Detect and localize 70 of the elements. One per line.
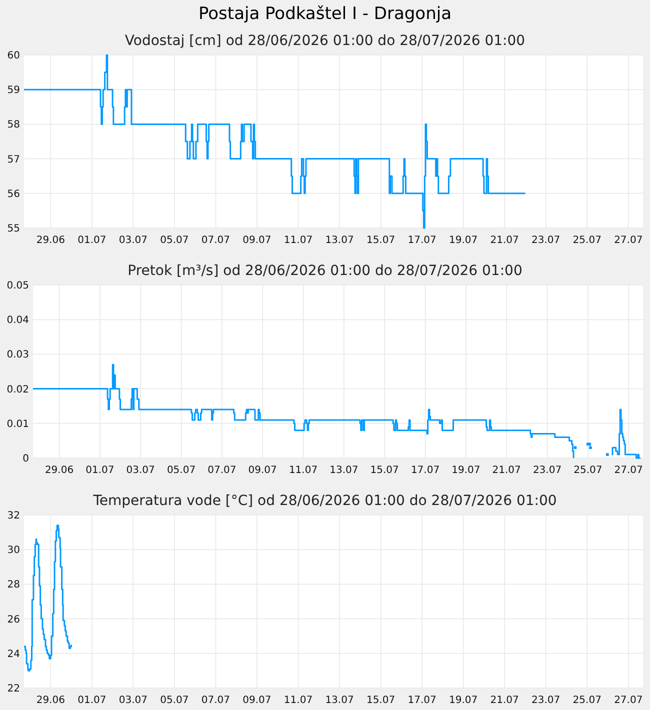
x-tick-label: 21.07: [490, 695, 519, 706]
point: [606, 453, 609, 456]
x-tick-label: 07.07: [201, 695, 230, 706]
y-tick-label: 0: [22, 454, 29, 464]
y-tick-label: 0.02: [6, 384, 29, 396]
x-tick-label: 21.07: [492, 465, 521, 476]
x-tick-label: 19.07: [449, 235, 478, 246]
x-tick-label: 05.07: [160, 695, 189, 706]
x-tick-label: 27.07: [614, 235, 643, 246]
y-tick-label: 30: [7, 545, 20, 556]
x-tick-label: 11.07: [288, 465, 318, 476]
y-tick-label: 24: [7, 648, 20, 660]
chart-title: Postaja Podkaštel I - Dragonja: [198, 4, 452, 24]
x-tick-label: 01.07: [78, 695, 106, 706]
x-tick-label: 19.07: [449, 695, 478, 706]
x-tick-label: 09.07: [248, 465, 277, 476]
y-tick-label: 55: [7, 224, 20, 234]
x-tick-label: 13.07: [325, 235, 354, 246]
x-tick-label: 17.07: [408, 235, 436, 246]
x-tick-label: 25.07: [574, 465, 602, 476]
x-tick-label: 23.07: [532, 695, 560, 706]
x-tick-label: 23.07: [532, 235, 560, 246]
x-tick-label: 29.06: [36, 235, 65, 246]
x-tick-label: 11.07: [284, 695, 313, 706]
x-tick-label: 19.07: [452, 465, 480, 476]
y-tick-label: 60: [7, 50, 20, 62]
x-tick-label: 29.06: [44, 465, 74, 476]
y-tick-label: 0.04: [6, 315, 29, 326]
x-tick-label: 09.07: [242, 695, 272, 706]
x-tick-label: 09.07: [242, 235, 272, 246]
chart-title: Pretok [m³/s] od 28/06/2026 01:00 do 28/07/2026 01:00: [128, 263, 522, 279]
y-tick-label: 0.01: [6, 418, 29, 430]
y-tick-label: 0.05: [6, 280, 29, 292]
y-tick-label: 22: [7, 684, 20, 694]
x-tick-label: 07.07: [201, 235, 230, 246]
x-tick-label: 05.07: [160, 235, 189, 246]
x-tick-label: 15.07: [366, 235, 396, 246]
y-tick-label: 57: [7, 154, 20, 166]
x-tick-label: 11.07: [284, 235, 313, 246]
x-tick-label: 27.07: [614, 695, 643, 706]
y-tick-label: 56: [7, 188, 20, 200]
x-tick-label: 27.07: [614, 465, 643, 476]
point: [589, 446, 592, 450]
x-tick-label: 03.07: [118, 695, 148, 706]
y-tick-label: 32: [7, 510, 20, 522]
y-tick-label: 58: [7, 120, 20, 131]
x-tick-label: 23.07: [532, 465, 562, 476]
y-tick-label: 59: [7, 85, 20, 96]
x-tick-label: 03.07: [126, 465, 155, 476]
x-tick-label: 25.07: [572, 695, 602, 706]
chart-subtitle: Vodostaj [cm] od 28/06/2026 01:00 do 28/07/2026 01:00: [124, 33, 526, 49]
x-tick-label: 01.07: [86, 465, 114, 476]
x-tick-label: 01.07: [78, 235, 106, 246]
chart-title: Temperatura vode [°C] od 28/06/2026 01:00 do 28/07/2026 01:00: [92, 493, 557, 509]
y-tick-label: 0.03: [6, 350, 29, 361]
x-tick-label: 03.07: [118, 235, 148, 246]
x-tick-label: 13.07: [325, 695, 354, 706]
x-tick-label: 13.07: [330, 465, 358, 476]
x-tick-label: 25.07: [572, 235, 602, 246]
x-tick-label: 15.07: [370, 465, 399, 476]
x-tick-label: 05.07: [166, 465, 196, 476]
x-tick-label: 15.07: [366, 695, 396, 706]
x-tick-label: 07.07: [208, 465, 236, 476]
x-tick-label: 17.07: [408, 695, 436, 706]
point: [574, 446, 577, 450]
x-tick-label: 21.07: [490, 235, 519, 246]
y-tick-label: 28: [7, 580, 20, 591]
x-tick-label: 17.07: [410, 465, 440, 476]
y-tick-label: 26: [7, 614, 20, 626]
x-tick-label: 29.06: [36, 695, 65, 706]
